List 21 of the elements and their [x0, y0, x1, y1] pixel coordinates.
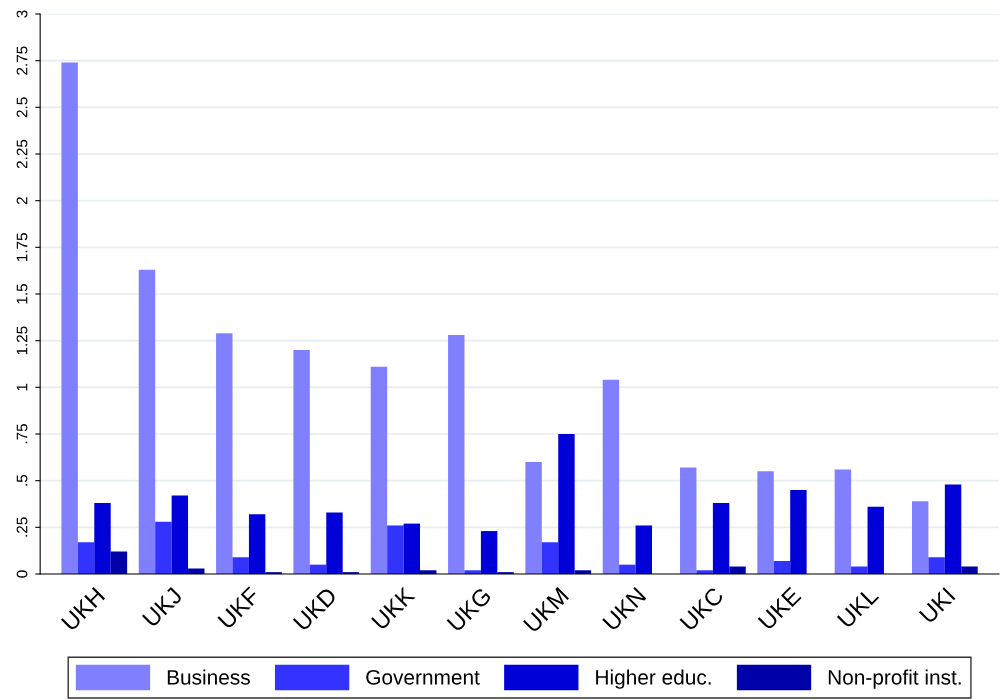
y-tick-label: 1.25	[16, 326, 28, 355]
y-tick-label: 2.5	[16, 97, 28, 118]
legend-label: Higher educ.	[596, 669, 711, 689]
y-tick-label: 3	[16, 10, 28, 18]
y-tick-label: 2.75	[16, 46, 28, 75]
x-tick-label: UKD	[292, 586, 338, 632]
y-tick-label: 0	[16, 570, 28, 578]
y-tick-label: 2	[16, 197, 28, 205]
y-tick-label: .75	[16, 424, 28, 444]
x-tick-label: UKJ	[141, 586, 183, 628]
y-tick-label: 1	[16, 383, 28, 391]
legend-label: Non-profit inst.	[828, 669, 961, 689]
y-tick-label: 1.75	[16, 233, 28, 262]
y-tick-label: .25	[16, 517, 28, 537]
y-tick-label: .5	[16, 474, 28, 486]
legend-label: Government	[366, 669, 480, 685]
x-tick-label: UKI	[918, 587, 956, 624]
x-tick-label: UKL	[836, 586, 880, 629]
y-tick-label: 1.5	[16, 284, 28, 304]
legend-label: Business	[167, 669, 250, 685]
y-tick-label: 2.25	[16, 139, 28, 169]
